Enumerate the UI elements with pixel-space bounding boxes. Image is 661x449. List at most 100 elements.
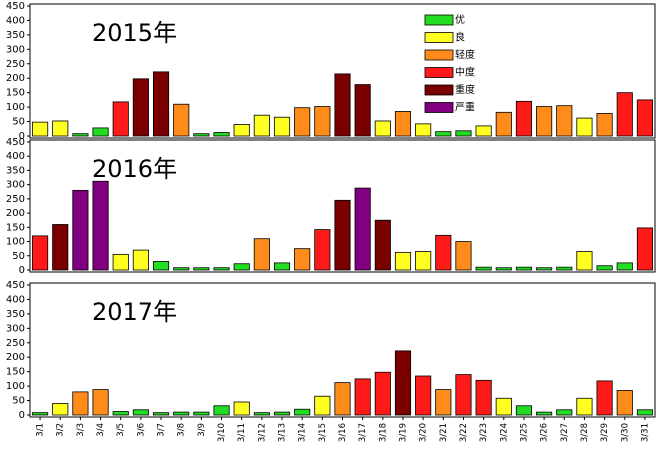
bar — [536, 411, 553, 416]
y-tick-label: 350 — [6, 165, 25, 176]
bar — [415, 375, 432, 416]
bar — [132, 409, 149, 416]
bar — [92, 127, 109, 137]
y-tick-label: 200 — [6, 73, 25, 84]
legend-label: 轻度 — [455, 48, 475, 61]
bar — [233, 124, 250, 137]
x-tick-label: 3/11 — [237, 423, 247, 442]
y-tick-label: 450 — [6, 280, 25, 291]
y-tick-label: 400 — [6, 151, 25, 162]
bar — [495, 111, 512, 137]
x-tick-label: 3/13 — [278, 423, 288, 442]
bar — [435, 131, 452, 137]
y-tick-label: 200 — [6, 208, 25, 219]
bar — [253, 412, 270, 416]
bar — [415, 251, 432, 271]
bar — [394, 350, 412, 416]
bar — [52, 403, 69, 416]
x-tick-label: 3/7 — [157, 423, 167, 437]
legend-swatch — [424, 32, 454, 43]
y-tick-label: 150 — [6, 367, 25, 378]
y-tick-label: 50 — [12, 117, 25, 128]
bar — [636, 99, 653, 137]
y-tick-label: 300 — [6, 180, 25, 191]
legend-label: 中度 — [455, 66, 475, 79]
bar — [455, 374, 472, 416]
bar — [193, 133, 210, 137]
bar — [354, 187, 371, 271]
x-tick-label: 3/18 — [378, 423, 388, 442]
bar — [394, 251, 412, 271]
legend-swatch — [424, 49, 454, 61]
bar — [152, 261, 170, 271]
x-tick-label: 3/22 — [459, 423, 469, 442]
bar — [294, 248, 311, 271]
bar — [314, 229, 331, 271]
x-tick-label: 3/10 — [217, 423, 227, 442]
bar — [576, 117, 593, 137]
bar — [415, 123, 432, 137]
x-tick-label: 3/16 — [338, 423, 348, 442]
y-tick-label: 250 — [6, 194, 25, 205]
bar — [213, 132, 230, 137]
bar — [32, 121, 49, 137]
x-tick-label: 3/31 — [640, 423, 650, 442]
x-tick-label: 3/4 — [96, 423, 106, 437]
y-tick-label: 100 — [6, 381, 25, 392]
bar — [556, 105, 573, 137]
x-tick-label: 3/1 — [36, 423, 46, 437]
y-tick-label: 0 — [19, 131, 25, 142]
bar — [92, 389, 109, 416]
bar — [233, 263, 250, 271]
bar — [173, 411, 190, 416]
y-tick-label: 150 — [6, 88, 25, 99]
legend-label: 良 — [455, 31, 465, 44]
bar — [334, 73, 351, 137]
bar — [112, 411, 129, 416]
y-tick-label: 350 — [6, 30, 25, 41]
bar — [636, 409, 653, 416]
bar — [233, 401, 250, 416]
legend-swatch — [424, 67, 454, 78]
bar — [72, 391, 89, 416]
bar — [596, 265, 613, 271]
bar — [112, 101, 129, 137]
y-tick-label: 450 — [6, 137, 25, 148]
plot-frame — [29, 139, 656, 273]
legend-swatch — [424, 102, 454, 113]
legend-label: 严重 — [455, 101, 475, 114]
y-tick-label: 200 — [6, 352, 25, 363]
x-tick-label: 3/6 — [136, 423, 146, 437]
y-tick-label: 250 — [6, 59, 25, 70]
y-tick-label: 350 — [6, 309, 25, 320]
bar — [374, 371, 391, 416]
bar — [616, 390, 633, 416]
x-tick-label: 3/12 — [257, 423, 267, 442]
y-tick-label: 300 — [6, 323, 25, 334]
bar — [536, 267, 553, 271]
bar — [32, 235, 49, 271]
bar — [515, 266, 533, 271]
bar — [354, 378, 371, 416]
x-tick-label: 3/28 — [580, 423, 590, 442]
bar — [475, 125, 492, 137]
x-tick-label: 3/9 — [197, 423, 207, 437]
panel-title: 2015年 — [92, 19, 177, 47]
y-tick-label: 400 — [6, 15, 25, 26]
bar — [616, 262, 633, 271]
bar — [273, 116, 291, 137]
y-tick-label: 100 — [6, 102, 25, 113]
bar — [193, 267, 210, 271]
x-tick-label: 3/21 — [439, 423, 449, 442]
y-tick-label: 400 — [6, 294, 25, 305]
bar — [576, 251, 593, 271]
x-tick-label: 3/15 — [318, 423, 328, 442]
legend-swatch — [424, 84, 454, 96]
y-tick-label: 150 — [6, 222, 25, 233]
bar — [173, 103, 190, 137]
x-tick-label: 3/27 — [560, 423, 570, 442]
bar — [52, 120, 69, 137]
bar — [294, 107, 311, 137]
bar — [334, 199, 351, 271]
x-tick-label: 3/24 — [499, 423, 509, 442]
